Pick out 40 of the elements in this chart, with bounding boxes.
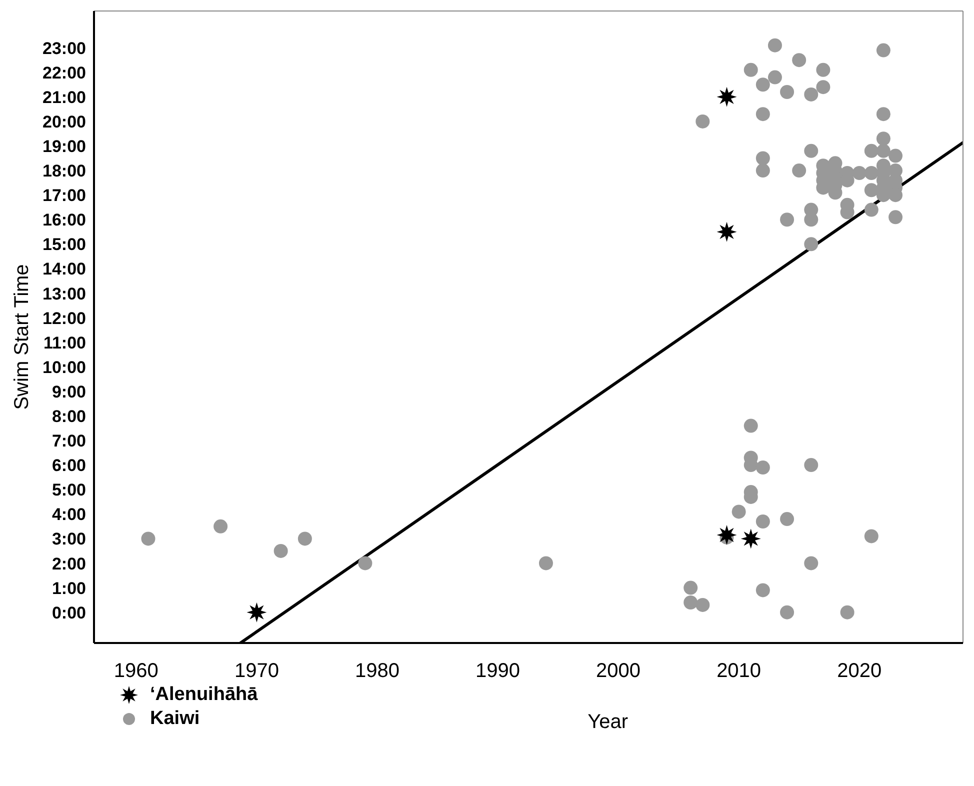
y-tick-label: 14:00 xyxy=(42,260,86,279)
point xyxy=(716,86,737,107)
y-tick-label: 18:00 xyxy=(42,162,86,181)
y-tick-label: 9:00 xyxy=(52,382,86,402)
x-tick-label: 1980 xyxy=(354,660,400,682)
y-axis-title: Swim Start Time xyxy=(11,264,34,410)
y-tick-label: 3:00 xyxy=(52,530,86,549)
y-tick-label: 12:00 xyxy=(42,308,86,328)
legend-label: ‘Alenuihāhā xyxy=(150,684,258,706)
y-tick-label: 20:00 xyxy=(42,112,86,132)
y-tick-label: 19:00 xyxy=(42,137,86,156)
y-tick-label: 10:00 xyxy=(42,358,86,377)
y-tick-label: 17:00 xyxy=(42,186,86,206)
y-tick-label: 5:00 xyxy=(52,480,86,500)
y-tick-label: 23:00 xyxy=(42,38,86,58)
y-tick-label: 21:00 xyxy=(42,88,86,107)
x-axis-title: Year xyxy=(588,711,628,733)
y-tick-label: 16:00 xyxy=(42,210,86,230)
x-tick-label: 2020 xyxy=(837,660,882,682)
y-tick-label: 2:00 xyxy=(52,554,86,574)
x-tick-label: 2000 xyxy=(596,660,641,682)
y-tick-label: 11:00 xyxy=(43,333,86,352)
y-tick-label: 6:00 xyxy=(52,456,86,476)
x-tick-label: 2010 xyxy=(716,660,762,682)
y-tick-label: 22:00 xyxy=(42,63,86,82)
y-tick-label: 8:00 xyxy=(52,407,86,426)
x-tick-label: 1960 xyxy=(114,660,158,682)
y-tick-label: 15:00 xyxy=(42,235,86,254)
point xyxy=(716,222,737,242)
legend-label: Kaiwi xyxy=(150,708,200,730)
point xyxy=(716,525,737,546)
x-tick-label: 1990 xyxy=(476,660,520,682)
point xyxy=(740,528,761,549)
y-tick-label: 7:00 xyxy=(52,432,86,451)
y-tick-label: 13:00 xyxy=(42,284,86,304)
y-tick-label: 1:00 xyxy=(52,578,86,598)
y-tick-label: 4:00 xyxy=(52,505,86,524)
y-tick-label: 0:00 xyxy=(52,603,86,622)
x-tick-label: 1970 xyxy=(234,660,279,682)
point xyxy=(246,602,267,622)
